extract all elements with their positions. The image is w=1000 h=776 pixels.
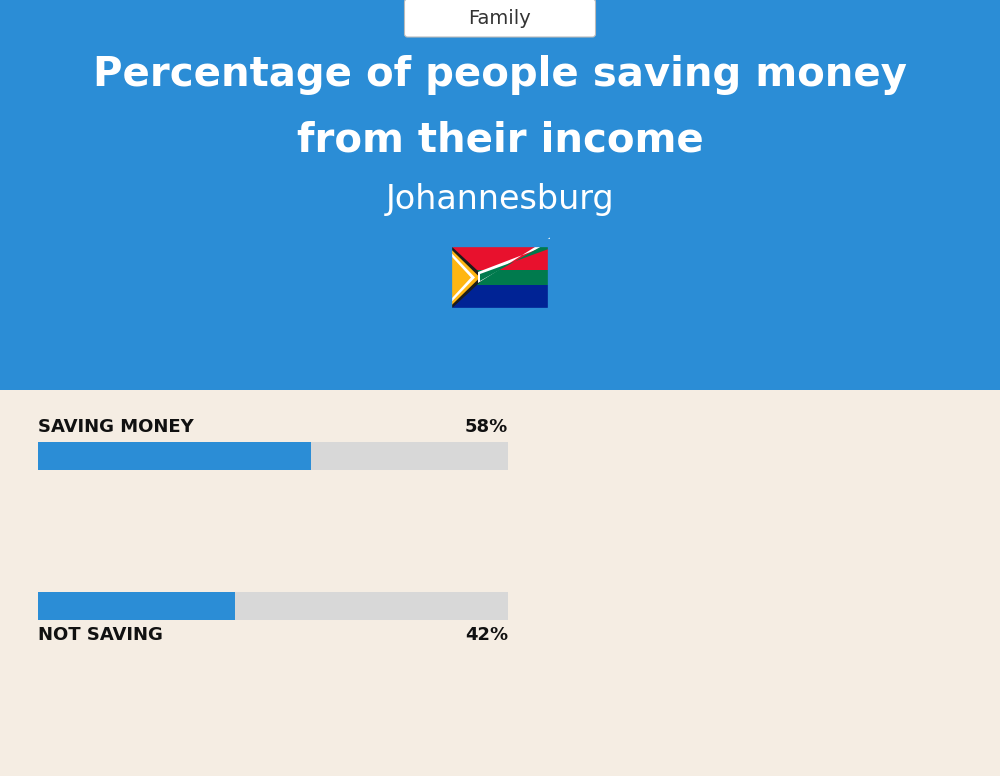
Text: 42%: 42% [465,626,508,644]
Polygon shape [450,251,475,303]
Text: SAVING MONEY: SAVING MONEY [38,418,194,436]
Polygon shape [480,241,550,281]
Text: Family: Family [469,9,531,27]
FancyBboxPatch shape [404,0,596,37]
Text: from their income: from their income [297,120,703,160]
Bar [0,0,1000,390]
Bar [38,592,508,620]
Bar [38,592,235,620]
Polygon shape [478,237,550,283]
Bar [450,245,550,278]
Bar [450,270,550,286]
Text: Johannesburg: Johannesburg [386,183,614,217]
Polygon shape [450,245,485,310]
Polygon shape [450,248,480,307]
Ellipse shape [50,280,950,500]
Text: Percentage of people saving money: Percentage of people saving money [93,55,907,95]
Text: NOT SAVING: NOT SAVING [38,626,163,644]
Bar [0,390,1000,776]
Text: 58%: 58% [465,418,508,436]
Bar [38,442,311,470]
Bar [38,442,508,470]
Bar [450,245,550,310]
